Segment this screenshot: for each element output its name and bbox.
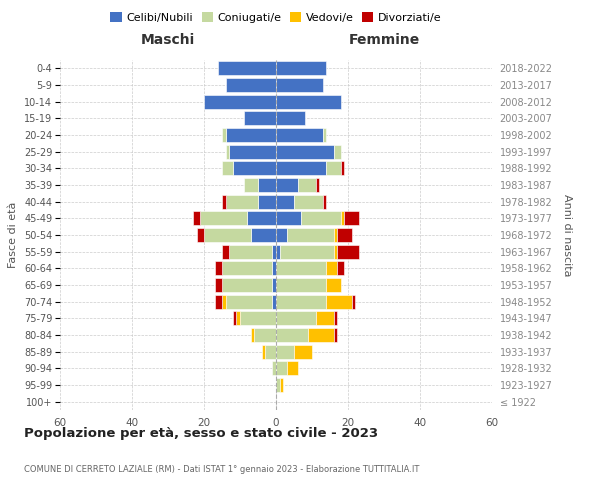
Bar [276, 311, 316, 326]
Bar [254, 328, 276, 342]
Bar [233, 311, 236, 326]
Bar [280, 378, 283, 392]
Bar [200, 211, 247, 226]
Bar [222, 194, 226, 209]
Bar [352, 294, 355, 308]
Bar [323, 128, 326, 142]
Bar [276, 112, 305, 126]
Bar [251, 328, 254, 342]
Bar [287, 361, 298, 376]
Bar [272, 261, 276, 276]
Bar [226, 78, 276, 92]
Bar [272, 361, 276, 376]
Bar [276, 128, 323, 142]
Bar [258, 194, 276, 209]
Bar [276, 144, 334, 159]
Bar [276, 378, 280, 392]
Bar [276, 278, 326, 292]
Bar [294, 344, 312, 359]
Bar [226, 128, 276, 142]
Bar [276, 344, 294, 359]
Bar [276, 78, 323, 92]
Bar [276, 294, 326, 308]
Bar [276, 244, 280, 259]
Bar [215, 294, 222, 308]
Bar [323, 194, 326, 209]
Bar [276, 94, 341, 109]
Bar [334, 244, 337, 259]
Bar [272, 244, 276, 259]
Bar [298, 178, 316, 192]
Bar [316, 178, 319, 192]
Text: Popolazione per età, sesso e stato civile - 2023: Popolazione per età, sesso e stato civil… [24, 428, 378, 440]
Bar [229, 244, 272, 259]
Bar [222, 261, 272, 276]
Bar [193, 211, 200, 226]
Bar [308, 328, 334, 342]
Bar [326, 261, 337, 276]
Bar [276, 162, 326, 175]
Bar [226, 194, 258, 209]
Bar [316, 311, 334, 326]
Bar [204, 228, 251, 242]
Bar [280, 244, 334, 259]
Bar [344, 211, 359, 226]
Bar [337, 244, 359, 259]
Bar [247, 211, 276, 226]
Bar [337, 261, 344, 276]
Bar [337, 228, 352, 242]
Bar [197, 228, 204, 242]
Bar [222, 128, 226, 142]
Bar [229, 144, 276, 159]
Y-axis label: Anni di nascita: Anni di nascita [562, 194, 572, 276]
Legend: Celibi/Nubili, Coniugati/e, Vedovi/e, Divorziati/e: Celibi/Nubili, Coniugati/e, Vedovi/e, Di… [106, 8, 446, 28]
Bar [326, 278, 341, 292]
Bar [276, 361, 287, 376]
Bar [233, 162, 276, 175]
Text: COMUNE DI CERRETO LAZIALE (RM) - Dati ISTAT 1° gennaio 2023 - Elaborazione TUTTI: COMUNE DI CERRETO LAZIALE (RM) - Dati IS… [24, 465, 419, 474]
Bar [222, 294, 226, 308]
Bar [294, 194, 323, 209]
Bar [240, 311, 276, 326]
Text: Maschi: Maschi [141, 32, 195, 46]
Bar [262, 344, 265, 359]
Bar [222, 278, 272, 292]
Bar [276, 178, 298, 192]
Bar [341, 162, 344, 175]
Bar [334, 144, 341, 159]
Bar [204, 94, 276, 109]
Bar [276, 194, 294, 209]
Bar [341, 211, 344, 226]
Bar [222, 244, 229, 259]
Bar [265, 344, 276, 359]
Bar [222, 162, 233, 175]
Bar [301, 211, 341, 226]
Bar [326, 162, 341, 175]
Bar [244, 112, 276, 126]
Bar [226, 294, 272, 308]
Bar [334, 328, 337, 342]
Bar [326, 294, 352, 308]
Bar [226, 144, 229, 159]
Bar [334, 311, 337, 326]
Bar [276, 261, 326, 276]
Bar [276, 228, 287, 242]
Bar [251, 228, 276, 242]
Bar [272, 294, 276, 308]
Bar [218, 62, 276, 76]
Bar [244, 178, 258, 192]
Text: Femmine: Femmine [349, 32, 419, 46]
Bar [236, 311, 240, 326]
Bar [215, 278, 222, 292]
Bar [276, 211, 301, 226]
Bar [276, 62, 326, 76]
Bar [276, 328, 308, 342]
Bar [215, 261, 222, 276]
Y-axis label: Fasce di età: Fasce di età [8, 202, 19, 268]
Bar [287, 228, 334, 242]
Bar [334, 228, 337, 242]
Bar [258, 178, 276, 192]
Bar [272, 278, 276, 292]
